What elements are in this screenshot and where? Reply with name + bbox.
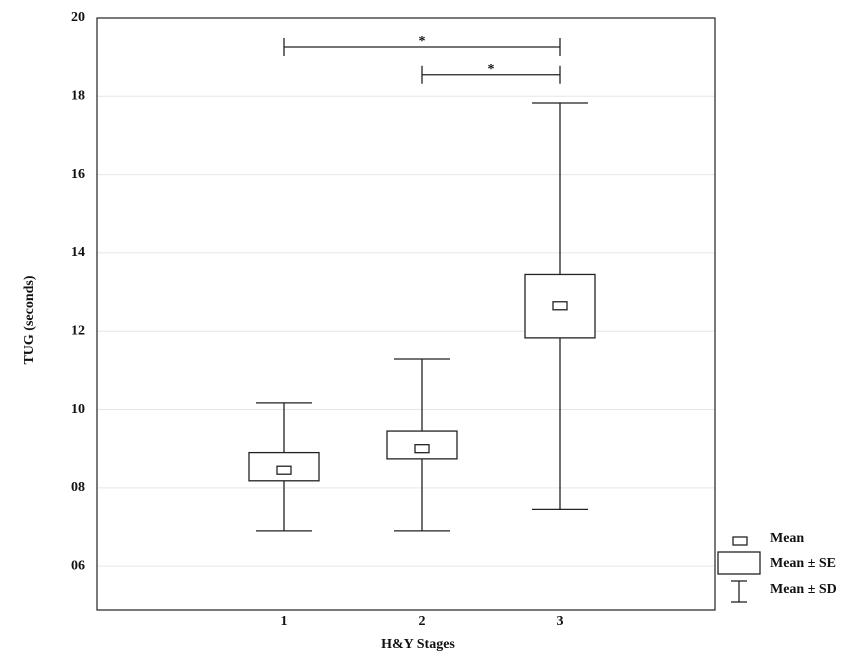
legend-mean-symbol bbox=[732, 536, 748, 546]
y-tick-label: 16 bbox=[71, 167, 85, 182]
y-tick-label: 20 bbox=[71, 10, 85, 25]
y-tick-label: 12 bbox=[71, 323, 85, 338]
y-axis-label: TUG (seconds) bbox=[22, 275, 37, 364]
significance-label: * bbox=[488, 62, 495, 77]
mean-marker bbox=[276, 465, 292, 475]
significance-label: * bbox=[419, 34, 426, 49]
mean-marker bbox=[552, 301, 568, 311]
y-tick-label: 14 bbox=[71, 245, 85, 260]
y-tick-label: 06 bbox=[71, 558, 85, 573]
x-tick-label: 1 bbox=[281, 614, 288, 629]
y-tick-label: 08 bbox=[71, 480, 85, 495]
plot-frame bbox=[96, 17, 716, 611]
legend-label: Mean ± SE bbox=[770, 556, 836, 571]
x-tick-label: 2 bbox=[419, 614, 426, 629]
legend-se-symbol bbox=[717, 551, 761, 575]
legend-label: Mean bbox=[770, 531, 804, 546]
x-axis-label: H&Y Stages bbox=[381, 637, 455, 652]
x-tick-label: 3 bbox=[557, 614, 564, 629]
mean-marker bbox=[414, 444, 430, 454]
y-tick-label: 18 bbox=[71, 89, 85, 104]
y-tick-label: 10 bbox=[71, 402, 85, 417]
legend-label: Mean ± SD bbox=[770, 582, 837, 597]
